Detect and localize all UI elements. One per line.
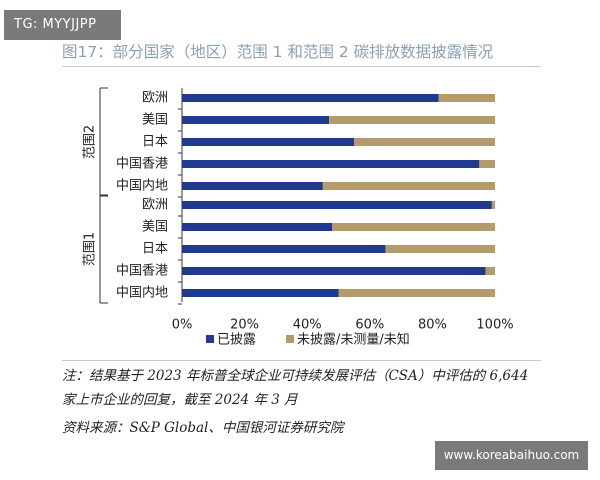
- bar-disclosed: [182, 223, 333, 231]
- bar-disclosed: [182, 160, 480, 168]
- bar-undisclosed: [329, 116, 495, 124]
- category-label: 中国香港: [116, 264, 168, 279]
- bar-disclosed: [182, 245, 386, 253]
- bar-undisclosed: [491, 201, 495, 209]
- bar-disclosed: [182, 94, 439, 102]
- watermark: www.koreabaihuo.com: [435, 441, 588, 470]
- legend-label: 未披露/未测量/未知: [297, 332, 410, 348]
- bar-undisclosed: [332, 223, 495, 231]
- title-divider: [62, 66, 541, 67]
- category-label: 中国香港: [116, 157, 168, 172]
- chart-divider: [62, 360, 541, 361]
- bar-disclosed: [182, 201, 492, 209]
- legend-swatch: [206, 335, 214, 343]
- x-tick-label: 60%: [355, 318, 384, 333]
- category-label: 美国: [142, 113, 168, 128]
- category-label: 欧洲: [142, 198, 168, 213]
- group-label: 范围2: [83, 125, 98, 159]
- telegram-badge: TG: MYYJJPP: [4, 10, 121, 40]
- bar-undisclosed: [485, 267, 495, 275]
- bar-disclosed: [182, 267, 486, 275]
- bar-undisclosed: [479, 160, 495, 168]
- bar-undisclosed: [438, 94, 495, 102]
- x-tick-label: 40%: [293, 318, 322, 333]
- figure-note: 注：结果基于 2023 年标普全球企业可持续发展评估（CSA）中评估的 6,64…: [62, 368, 529, 408]
- bar-undisclosed: [338, 289, 495, 297]
- category-label: 日本: [142, 242, 168, 257]
- category-label: 日本: [142, 135, 168, 150]
- group-label: 范围1: [83, 232, 98, 266]
- x-tick-label: 20%: [230, 318, 259, 333]
- category-label: 美国: [142, 220, 168, 235]
- category-label: 欧洲: [142, 91, 168, 106]
- legend-label: 已披露: [217, 333, 256, 348]
- x-tick-label: 80%: [418, 318, 447, 333]
- x-tick-label: 100%: [476, 318, 513, 333]
- category-label: 中国内地: [116, 178, 168, 194]
- category-label: 中国内地: [116, 285, 168, 301]
- figure-source: 资料来源：S&P Global、中国银河证券研究院: [62, 420, 344, 436]
- bar-undisclosed: [322, 182, 495, 190]
- bar-disclosed: [182, 116, 330, 124]
- figure-title: 图17：部分国家（地区）范围 1 和范围 2 碳排放数据披露情况: [62, 43, 494, 61]
- bar-disclosed: [182, 182, 323, 190]
- bar-disclosed: [182, 289, 339, 297]
- bar-undisclosed: [385, 245, 495, 253]
- x-tick-label: 0%: [172, 318, 193, 333]
- bar-undisclosed: [354, 138, 495, 146]
- bar-disclosed: [182, 138, 355, 146]
- legend-swatch: [286, 335, 294, 343]
